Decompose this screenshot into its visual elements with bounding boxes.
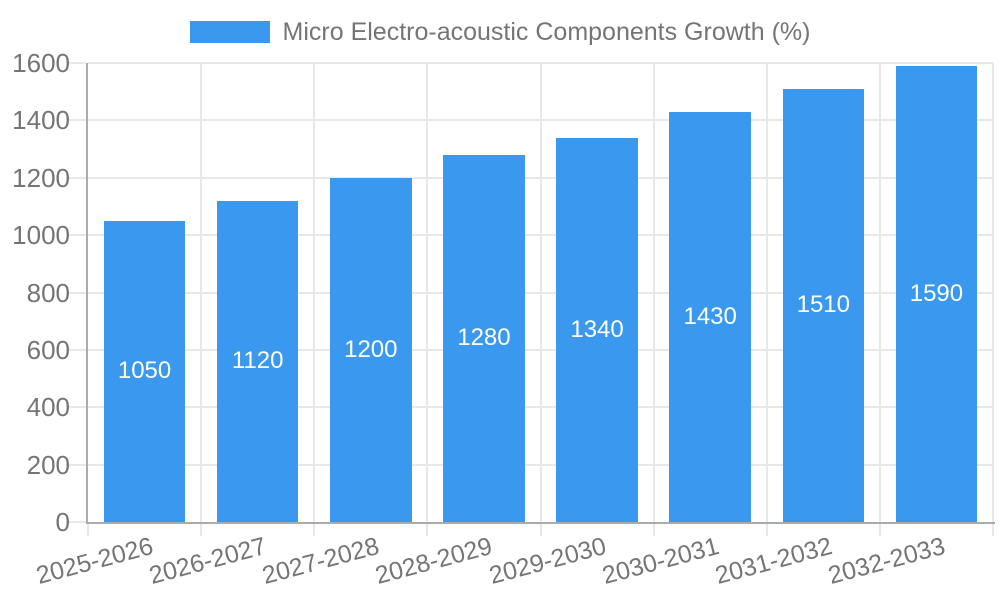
bar-value-label: 1050 <box>117 357 172 385</box>
y-axis-tick-label: 1200 <box>12 162 70 193</box>
y-axis-tick-label: 400 <box>26 392 70 423</box>
legend-label: Micro Electro-acoustic Components Growth… <box>282 17 811 46</box>
x-axis-tick-label: 2029-2030 <box>485 531 609 590</box>
y-axis-tick-label: 1000 <box>12 220 70 251</box>
y-axis-tick-label: 0 <box>55 507 70 537</box>
y-axis-line <box>86 63 88 524</box>
x-axis-tick-label: 2031-2032 <box>712 531 835 590</box>
v-gridline <box>539 63 542 522</box>
x-axis-tick <box>992 524 994 536</box>
x-axis-tick <box>878 524 881 536</box>
bar[interactable]: 1510 <box>782 88 865 522</box>
legend-swatch-icon <box>189 21 270 43</box>
y-axis-tick <box>68 119 86 122</box>
y-axis-tick-label: 1600 <box>12 48 70 78</box>
y-axis-tick <box>68 62 86 64</box>
v-gridline <box>992 63 994 522</box>
bar-value-label: 1120 <box>231 347 284 375</box>
v-gridline <box>652 63 655 522</box>
y-axis-tick <box>68 521 86 523</box>
bar[interactable]: 1430 <box>669 111 751 522</box>
plot-area: 1050 1120 1200 1280 1340 1430 1510 1590 2025-202… <box>33 62 995 590</box>
bar-value-label: 1430 <box>683 302 737 330</box>
y-axis-tick-label: 1400 <box>12 105 70 136</box>
bar-value-label: 1340 <box>570 315 624 343</box>
y-axis-tick <box>68 348 86 351</box>
x-axis-tick <box>426 524 429 536</box>
x-axis-tick-label: 2032-2033 <box>825 531 948 590</box>
y-axis-tick-label: 800 <box>26 277 70 308</box>
bar[interactable]: 1340 <box>556 137 638 522</box>
v-gridline <box>426 63 429 522</box>
v-gridline <box>765 63 768 522</box>
y-axis-tick <box>68 234 86 237</box>
v-gridline <box>878 63 881 522</box>
bar-value-label: 1510 <box>796 291 850 319</box>
bar[interactable]: 1280 <box>443 154 525 522</box>
x-axis-tick-label: 2026-2027 <box>146 531 270 590</box>
y-axis-tick-label: 200 <box>26 449 70 480</box>
bar[interactable]: 1200 <box>330 177 412 522</box>
bar[interactable]: 1590 <box>895 65 978 522</box>
bar-value-label: 1590 <box>909 279 964 307</box>
x-axis-tick <box>652 524 655 536</box>
bar[interactable]: 1120 <box>216 200 299 522</box>
y-axis-tick <box>68 291 86 294</box>
x-axis-tick <box>87 524 89 536</box>
x-axis-tick <box>313 524 316 536</box>
y-axis-tick <box>68 176 86 179</box>
x-axis-tick-label: 2025-2026 <box>33 531 157 590</box>
x-axis-tick-label: 2028-2029 <box>372 531 496 590</box>
y-axis-tick-label: 600 <box>26 334 70 365</box>
x-axis-line <box>86 522 995 524</box>
x-axis-tick-label: 2030-2031 <box>598 531 722 590</box>
y-axis-tick <box>68 463 86 466</box>
x-axis-tick <box>765 524 768 536</box>
v-gridline <box>200 63 203 522</box>
bar-value-label: 1200 <box>344 335 398 363</box>
bar[interactable]: 1050 <box>103 220 186 522</box>
legend[interactable]: Micro Electro-acoustic Components Growth… <box>0 18 1000 46</box>
bar-value-label: 1280 <box>457 324 511 352</box>
x-axis-tick <box>200 524 203 536</box>
x-axis-tick <box>539 524 542 536</box>
v-gridline <box>313 63 316 522</box>
y-axis-tick <box>68 406 86 409</box>
x-axis-tick-label: 2027-2028 <box>259 531 383 590</box>
